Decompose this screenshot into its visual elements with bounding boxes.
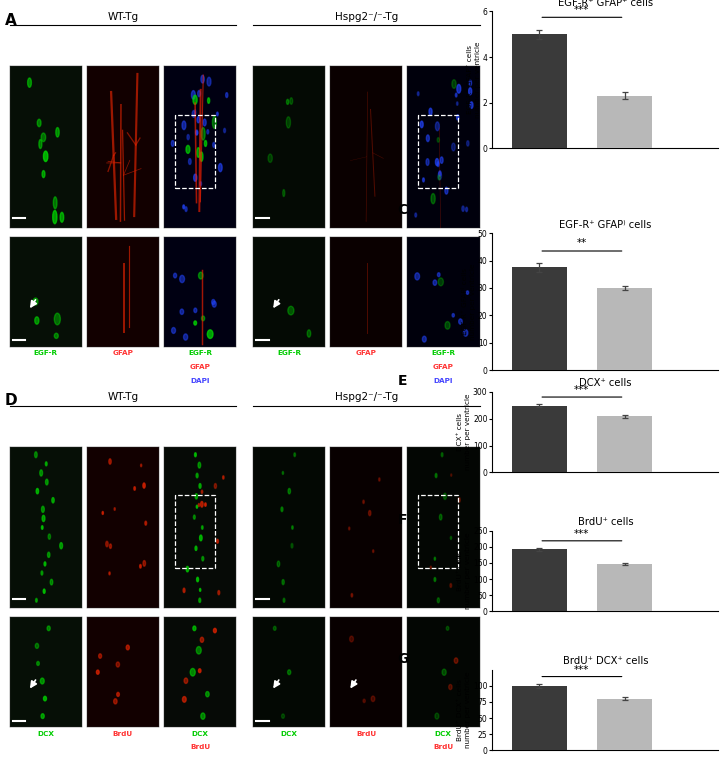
- Y-axis label: EGF-R⁺ GFAP⁾ cells
number per ventricle: EGF-R⁺ GFAP⁾ cells number per ventricle: [462, 264, 476, 340]
- Bar: [597, 416, 652, 472]
- Text: BrdU: BrdU: [113, 731, 133, 737]
- Text: DCX: DCX: [435, 731, 452, 737]
- Bar: [512, 550, 567, 612]
- Text: DAPI: DAPI: [433, 377, 453, 384]
- Bar: [597, 96, 652, 149]
- Title: EGF-R⁺ GFAP⁺ cells: EGF-R⁺ GFAP⁺ cells: [558, 0, 653, 8]
- Text: DAPI: DAPI: [191, 377, 210, 384]
- Bar: [512, 268, 567, 370]
- Y-axis label: DCX⁺ cells
number per ventricle: DCX⁺ cells number per ventricle: [457, 394, 471, 470]
- Text: DCX: DCX: [281, 731, 297, 737]
- Text: EGF-R: EGF-R: [188, 350, 212, 356]
- Bar: [597, 288, 652, 370]
- Text: EGF-R: EGF-R: [34, 350, 58, 356]
- Text: ***: ***: [574, 529, 590, 539]
- Text: ***: ***: [574, 385, 590, 396]
- Text: **: **: [577, 238, 587, 249]
- Text: WT-Tg: WT-Tg: [108, 12, 139, 22]
- Bar: [512, 686, 567, 750]
- Text: A: A: [5, 13, 17, 28]
- Text: C: C: [397, 203, 408, 217]
- Title: BrdU⁺ DCX⁺ cells: BrdU⁺ DCX⁺ cells: [562, 656, 648, 666]
- Bar: [597, 699, 652, 750]
- Text: D: D: [5, 393, 17, 409]
- Bar: [512, 406, 567, 472]
- Title: DCX⁺ cells: DCX⁺ cells: [579, 378, 632, 388]
- Text: GFAP: GFAP: [356, 350, 377, 356]
- Text: ***: ***: [574, 5, 590, 14]
- Text: GFAP: GFAP: [113, 350, 134, 356]
- Text: ***: ***: [574, 665, 590, 675]
- Text: EGF-R: EGF-R: [277, 350, 301, 356]
- Y-axis label: BrdU⁺ cells
number per ventricle: BrdU⁺ cells number per ventricle: [458, 533, 471, 609]
- Text: BrdU: BrdU: [356, 731, 376, 737]
- Text: BrdU: BrdU: [190, 744, 210, 750]
- Text: EGF-R: EGF-R: [431, 350, 456, 356]
- Text: DCX: DCX: [38, 731, 54, 737]
- Text: DCX: DCX: [191, 731, 209, 737]
- Text: WT-Tg: WT-Tg: [108, 393, 139, 402]
- Text: F: F: [397, 513, 407, 527]
- Y-axis label: EGF-R⁺ GFAP⁺ cells
number per ventricle: EGF-R⁺ GFAP⁺ cells number per ventricle: [467, 42, 481, 118]
- Text: GFAP: GFAP: [433, 364, 453, 370]
- Text: G: G: [397, 652, 409, 666]
- Bar: [512, 34, 567, 149]
- Text: Hspg2⁻/⁻-Tg: Hspg2⁻/⁻-Tg: [334, 12, 398, 22]
- Text: BrdU: BrdU: [433, 744, 453, 750]
- Y-axis label: BrdU⁺ DCX⁺ cells
number per ventricle: BrdU⁺ DCX⁺ cells number per ventricle: [458, 672, 471, 748]
- Text: E: E: [397, 374, 407, 388]
- Title: BrdU⁺ cells: BrdU⁺ cells: [578, 517, 633, 527]
- Bar: [597, 564, 652, 612]
- Text: Hspg2⁻/⁻-Tg: Hspg2⁻/⁻-Tg: [334, 393, 398, 402]
- Title: EGF-R⁺ GFAP⁾ cells: EGF-R⁺ GFAP⁾ cells: [560, 220, 651, 230]
- Text: GFAP: GFAP: [190, 364, 211, 370]
